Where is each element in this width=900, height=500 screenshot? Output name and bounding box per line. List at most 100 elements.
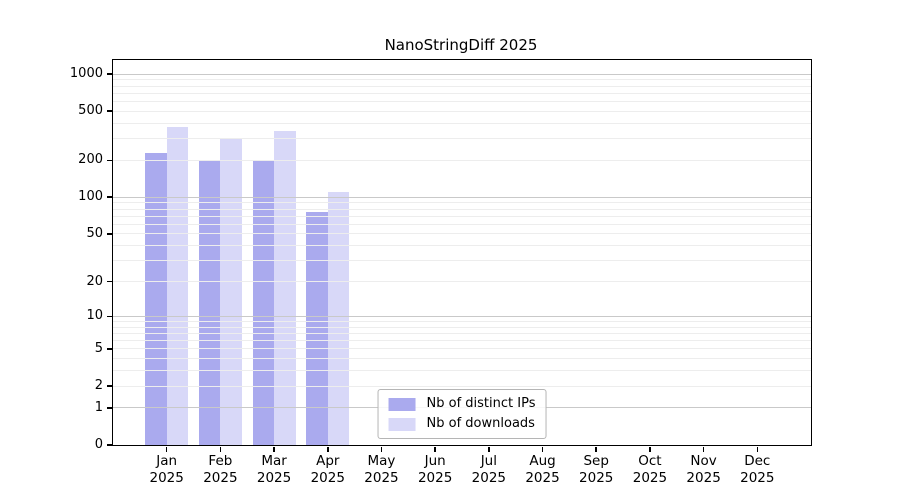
bars-layer xyxy=(113,60,811,445)
x-tick-year: 2025 xyxy=(310,470,345,486)
y-tick-label: 0 xyxy=(94,437,103,452)
y-tick-mark xyxy=(106,280,112,283)
x-tick-mark xyxy=(327,446,329,452)
y-tick-mark xyxy=(106,315,112,317)
x-tick-label: Mar 2025 xyxy=(239,453,309,487)
bar-feb-ips xyxy=(198,160,221,445)
x-tick-label: Jul 2025 xyxy=(454,453,524,487)
y-tick-mark xyxy=(106,159,112,161)
grid-layer xyxy=(113,60,811,445)
y-tick-label: 100 xyxy=(78,189,103,205)
x-tick-label: Aug 2025 xyxy=(508,453,578,487)
x-tick-label: Jun 2025 xyxy=(400,453,470,487)
minor-gridline xyxy=(113,208,811,210)
plot-area: 0 1 2 5 10 20 50 100 200 500 1000 Jan 2025 Feb 2025 Mar… xyxy=(70,59,812,486)
x-tick-label: Feb 2025 xyxy=(185,453,255,487)
y-tick-mark xyxy=(106,196,112,198)
bar-mar-ips xyxy=(252,161,275,445)
x-tick-year: 2025 xyxy=(364,470,399,486)
x-tick-year: 2025 xyxy=(149,470,184,486)
x-tick-mark xyxy=(541,446,544,452)
y-tick-label: 1000 xyxy=(69,66,103,82)
y-tick-mark xyxy=(106,73,112,75)
y-tick-label: 500 xyxy=(78,103,103,119)
minor-gridline xyxy=(113,340,811,342)
major-gridline xyxy=(113,73,811,75)
legend-label: Nb of distinct IPs xyxy=(426,396,536,411)
legend-item-downloads: Nb of downloads xyxy=(388,416,536,432)
x-tick-mark xyxy=(219,446,222,452)
x-tick-mark xyxy=(595,446,597,452)
x-tick-year: 2025 xyxy=(471,470,507,486)
minor-gridline xyxy=(113,85,811,87)
major-gridline xyxy=(113,196,811,198)
minor-gridline xyxy=(113,100,811,102)
minor-gridline xyxy=(113,358,811,360)
legend-swatch-icon xyxy=(388,397,416,411)
chart-title: NanoStringDiff 2025 xyxy=(384,36,538,54)
x-tick-label: Apr 2025 xyxy=(293,453,363,487)
minor-gridline xyxy=(113,281,811,283)
x-tick-label: Jan 2025 xyxy=(132,453,202,487)
x-tick-mark xyxy=(434,446,436,452)
x-tick-label: Oct 2025 xyxy=(615,453,685,487)
x-tick-year: 2025 xyxy=(525,470,560,486)
x-tick-year: 2025 xyxy=(579,470,614,486)
minor-gridline xyxy=(113,110,811,112)
y-tick-mark xyxy=(106,407,112,409)
minor-gridline xyxy=(113,202,811,204)
bar-apr-ips xyxy=(306,211,328,445)
minor-gridline xyxy=(113,223,811,225)
minor-gridline xyxy=(113,332,811,334)
bar-jan-ips xyxy=(145,153,167,445)
minor-gridline xyxy=(113,159,811,161)
major-gridline xyxy=(113,315,811,317)
x-tick-mark xyxy=(488,446,490,452)
x-tick-mark xyxy=(702,446,705,452)
y-tick-mark xyxy=(106,233,112,235)
y-tick-mark xyxy=(106,385,112,387)
legend: Nb of distinct IPs Nb of downloads xyxy=(377,389,547,439)
axis-ticks-layer: 0 1 2 5 10 20 50 100 200 500 1000 Jan 2025 Feb 2025 Mar… xyxy=(70,60,811,486)
x-tick-label: Sep 2025 xyxy=(561,453,631,487)
x-tick-label: May 2025 xyxy=(346,453,416,487)
y-tick-label: 10 xyxy=(86,308,103,324)
y-tick-mark xyxy=(106,110,112,112)
y-tick-label: 200 xyxy=(78,152,103,168)
minor-gridline xyxy=(113,79,811,81)
bar-feb-downloads xyxy=(220,138,242,445)
x-tick-year: 2025 xyxy=(740,470,775,486)
x-tick-year: 2025 xyxy=(417,470,453,486)
minor-gridline xyxy=(113,233,811,235)
x-tick-mark xyxy=(756,446,759,452)
y-tick-label: 1 xyxy=(94,399,103,415)
y-tick-mark xyxy=(106,348,112,350)
x-tick-year: 2025 xyxy=(203,470,238,486)
bar-apr-downloads xyxy=(327,191,350,445)
minor-gridline xyxy=(113,245,811,247)
minor-gridline xyxy=(113,260,811,262)
minor-gridline xyxy=(113,326,811,328)
x-tick-mark xyxy=(165,446,168,452)
y-tick-label: 2 xyxy=(94,378,103,393)
minor-gridline xyxy=(113,122,811,124)
bar-jan-downloads xyxy=(166,126,189,445)
legend-swatch-icon xyxy=(388,417,416,431)
y-tick-label: 5 xyxy=(94,340,103,356)
x-tick-mark xyxy=(380,446,383,452)
minor-gridline xyxy=(113,385,811,387)
x-tick-year: 2025 xyxy=(686,470,721,486)
x-tick-year: 2025 xyxy=(632,470,668,486)
y-tick-label: 20 xyxy=(86,273,103,289)
x-tick-label: Nov 2025 xyxy=(669,453,739,487)
x-tick-mark xyxy=(273,446,275,452)
x-tick-label: Dec 2025 xyxy=(722,453,792,487)
minor-gridline xyxy=(113,348,811,350)
x-tick-year: 2025 xyxy=(256,470,292,486)
minor-gridline xyxy=(113,370,811,372)
legend-label: Nb of downloads xyxy=(426,416,535,431)
minor-gridline xyxy=(113,215,811,217)
legend-item-distinct-ips: Nb of distinct IPs xyxy=(388,396,536,412)
minor-gridline xyxy=(113,92,811,94)
y-tick-mark xyxy=(106,444,112,446)
